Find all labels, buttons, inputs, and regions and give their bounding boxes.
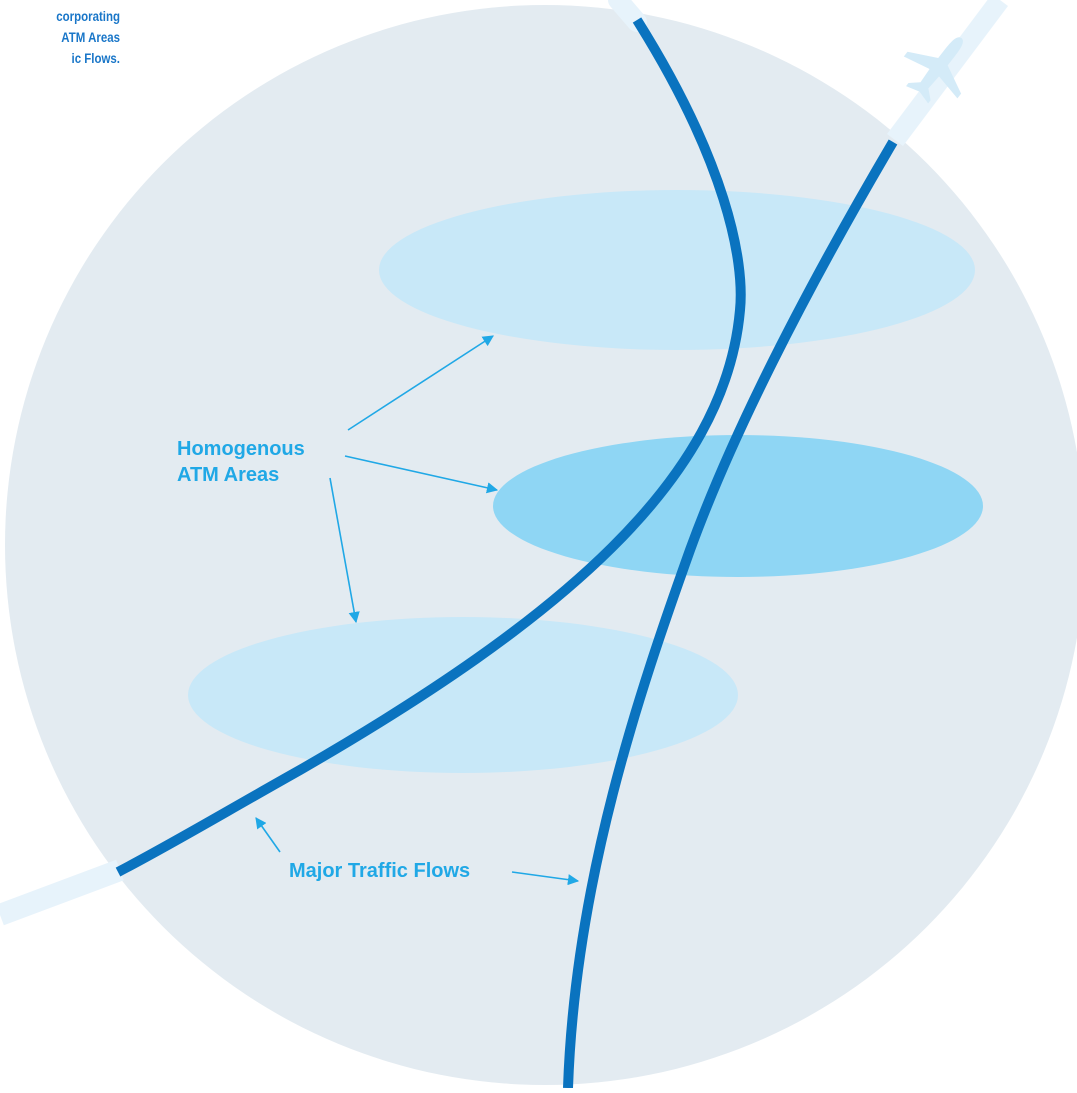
arrow-to-flow-right xyxy=(511,871,580,886)
traffic-flow-left xyxy=(115,17,746,877)
airplane-icon xyxy=(903,37,963,104)
arrow-to-area-bottom xyxy=(329,477,360,624)
traffic-flow-right xyxy=(563,139,898,1089)
arrow-to-area-middle xyxy=(344,455,499,494)
major-traffic-flows-label: Major Traffic Flows xyxy=(289,860,471,882)
areas-label-line-1: Homogenous xyxy=(177,438,305,460)
figure-caption: corporating ATM Areas ic Flows. xyxy=(22,6,120,69)
arrow-to-flow-left xyxy=(255,817,281,853)
atm-area-top xyxy=(379,190,975,350)
caption-line-1: corporating xyxy=(56,8,120,24)
caption-line-3: ic Flows. xyxy=(71,50,120,66)
contrail-lower-left xyxy=(0,859,124,926)
caption-line-2: ATM Areas xyxy=(61,29,120,45)
areas-label-line-2: ATM Areas xyxy=(177,464,280,486)
homogenous-atm-areas-label: Homogenous ATM Areas xyxy=(177,436,305,488)
atm-area-bottom xyxy=(188,617,738,773)
arrow-to-area-top xyxy=(347,335,494,431)
atm-area-middle xyxy=(493,435,983,577)
contrail-upper-left xyxy=(608,0,647,32)
